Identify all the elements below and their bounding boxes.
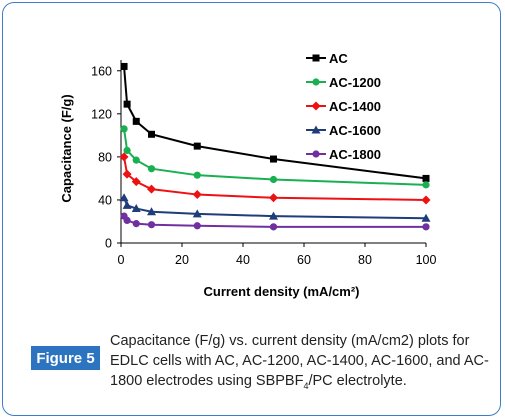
legend-marker: [312, 54, 320, 62]
y-axis-label: Capacitance (F/g): [59, 94, 74, 202]
data-point-ac-1400: [122, 169, 132, 179]
data-point-ac-1600: [122, 200, 132, 209]
data-point-ac-1600: [119, 193, 129, 202]
legend-label: AC: [329, 51, 348, 66]
data-point-ac-1600: [131, 204, 141, 213]
caption-main: Capacitance (F/g) vs. current density (m…: [110, 333, 489, 389]
data-point-ac-1200: [147, 165, 156, 173]
legend-marker: [311, 101, 321, 111]
data-point-ac-1600: [269, 211, 278, 220]
data-point-ac-1400: [192, 190, 202, 200]
data-point-ac: [270, 155, 277, 163]
data-point-ac: [148, 130, 155, 138]
data-point-ac: [193, 142, 201, 150]
data-point-ac-1400: [147, 184, 156, 194]
legend-marker: [312, 150, 320, 158]
data-point-ac-1200: [120, 125, 128, 133]
data-point-ac-1200: [422, 181, 430, 189]
data-point-ac-1600: [147, 207, 156, 216]
x-tick-label: 40: [236, 253, 250, 267]
x-tick-label: 0: [118, 253, 125, 267]
caption-tail: /PC electrolyte.: [308, 373, 407, 389]
figure-label: Figure 5: [31, 346, 100, 370]
data-point-ac-1200: [193, 171, 201, 179]
figure-caption: Capacitance (F/g) vs. current density (m…: [110, 331, 495, 396]
y-tick-label: 160: [91, 64, 112, 78]
x-axis-label: Current density (mA/cm²): [203, 284, 359, 299]
data-point-ac-1800: [123, 216, 131, 224]
data-point-ac: [123, 100, 131, 108]
x-tick-label: 80: [358, 253, 372, 267]
y-tick-label: 40: [98, 193, 112, 207]
data-point-ac: [422, 174, 430, 182]
data-point-ac-1400: [269, 193, 278, 203]
capacitance-chart: 0 40 80 120 160 0 20 40 60 80 100 Current density (…: [59, 51, 437, 299]
data-point-ac-1600: [192, 209, 202, 218]
data-point-ac-1400: [119, 152, 129, 162]
x-tick-label: 20: [175, 253, 189, 267]
data-point-ac: [132, 117, 140, 125]
data-point-ac-1200: [269, 175, 278, 184]
data-point-ac-1200: [123, 146, 131, 155]
x-tick-label: 60: [297, 253, 311, 267]
y-tick-label: 120: [91, 107, 112, 121]
legend-marker: [312, 78, 320, 86]
y-tick-label: 0: [105, 237, 112, 251]
data-point-ac: [120, 62, 128, 70]
y-tick-label: 80: [98, 150, 112, 164]
legend-marker: [311, 125, 321, 134]
data-point-ac-1800: [132, 220, 140, 228]
legend-label: AC-1600: [329, 123, 381, 138]
data-point-ac-1600: [421, 213, 431, 222]
caption-subscript: 4: [303, 380, 309, 391]
data-point-ac-1800: [193, 222, 201, 230]
figure-frame: [2, 2, 501, 416]
legend-label: AC-1200: [329, 75, 381, 90]
data-point-ac-1200: [132, 156, 140, 164]
legend-label: AC-1400: [329, 99, 381, 114]
legend-label: AC-1800: [329, 147, 381, 162]
data-point-ac-1800: [147, 221, 156, 229]
x-tick-label: 100: [416, 253, 437, 267]
data-point-ac-1800: [269, 223, 278, 231]
data-point-ac-1800: [422, 223, 430, 231]
data-point-ac-1400: [131, 177, 141, 187]
data-point-ac-1400: [421, 195, 431, 205]
